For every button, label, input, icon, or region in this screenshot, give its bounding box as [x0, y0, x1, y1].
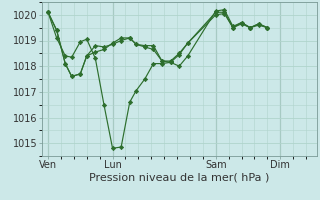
X-axis label: Pression niveau de la mer( hPa ): Pression niveau de la mer( hPa ) — [89, 173, 269, 183]
